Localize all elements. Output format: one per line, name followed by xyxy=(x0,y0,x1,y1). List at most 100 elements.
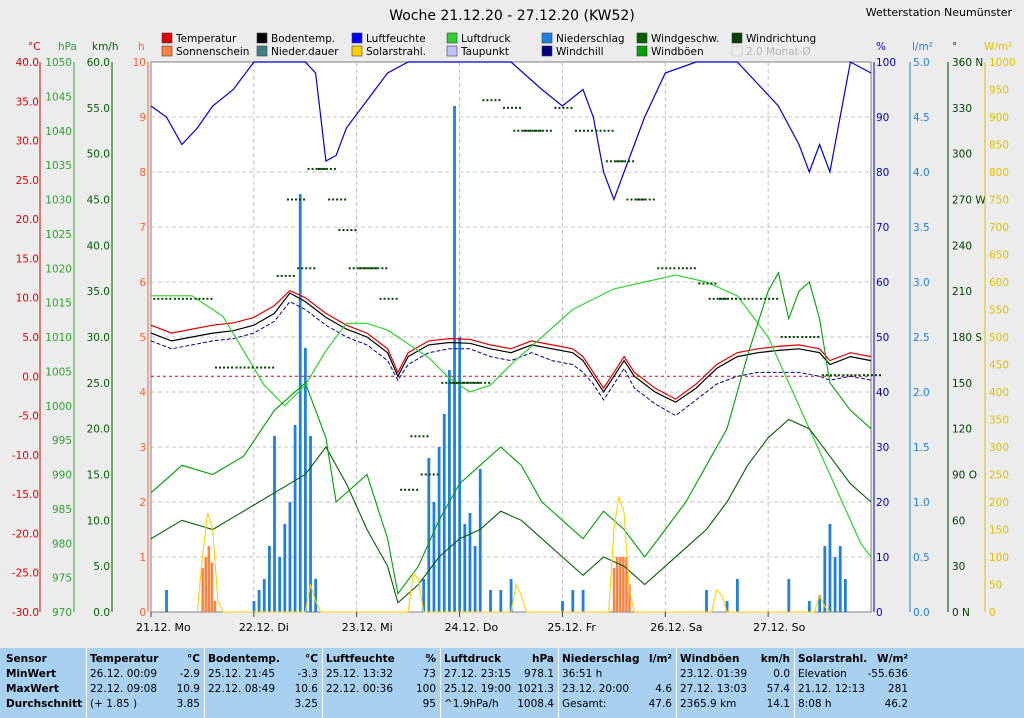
wind-direction-dot xyxy=(558,106,561,109)
wind-direction-dot xyxy=(648,198,651,201)
stats-separator xyxy=(558,648,559,718)
wind-direction-dot xyxy=(525,129,528,132)
y-tick-label: 25.0 xyxy=(16,175,39,187)
wind-direction-dot xyxy=(395,297,398,300)
stats-separator xyxy=(440,648,441,718)
stats-separator xyxy=(86,648,87,718)
wind-direction-dot xyxy=(260,366,263,369)
wind-direction-dot xyxy=(317,167,320,170)
y-tick-label: 970 xyxy=(52,607,72,619)
wind-direction-dot xyxy=(626,198,629,201)
wind-direction-dot xyxy=(350,229,353,232)
wind-direction-dot xyxy=(595,129,598,132)
precipitation-bar xyxy=(833,557,837,612)
wind-direction-dot xyxy=(348,267,351,270)
wind-direction-dot xyxy=(677,267,680,270)
y-tick-label: 300 xyxy=(989,442,1009,454)
wind-direction-dot xyxy=(449,381,452,384)
stats-row: 36:51 h xyxy=(562,667,672,682)
wind-direction-dot xyxy=(566,106,569,109)
legend-label: Solarstrahl. xyxy=(366,46,426,58)
sunshine-bar xyxy=(204,557,208,612)
wind-direction-dot xyxy=(383,297,386,300)
wind-direction-dot xyxy=(432,473,435,476)
legend-swatch xyxy=(256,32,268,44)
stats-header: Windböen km/h xyxy=(680,652,790,667)
wind-direction-dot xyxy=(636,198,639,201)
wind-direction-dot xyxy=(605,160,608,163)
x-tick-label: 25.12. Fr xyxy=(547,621,596,634)
stats-row: 23.12. 01:39 0.0 xyxy=(680,667,790,682)
precipitation-bar xyxy=(463,524,467,612)
wind-direction-dot xyxy=(833,374,836,377)
wind-direction-dot xyxy=(829,374,832,377)
wind-direction-dot xyxy=(858,374,861,377)
wind-direction-dot xyxy=(416,488,419,491)
wind-direction-dot xyxy=(459,381,462,384)
sunshine-bar xyxy=(625,557,628,612)
legend-label: 2.0 Monat-Ø xyxy=(746,46,811,58)
y-tick-label: 15.0 xyxy=(87,470,110,482)
stats-value: 281 xyxy=(887,683,908,695)
wind-direction-dot xyxy=(735,297,737,300)
wind-direction-dot xyxy=(521,129,524,132)
stats-label: Durchschnitt xyxy=(6,698,83,710)
wind-direction-dot xyxy=(616,160,619,163)
wind-direction-dot xyxy=(377,267,380,270)
wind-direction-dot xyxy=(297,267,300,270)
sunshine-bar xyxy=(207,546,211,612)
stats-unit: km/h xyxy=(760,653,790,665)
wind-direction-dot xyxy=(494,99,497,102)
stats-header: Niederschlag l/m² xyxy=(562,652,672,667)
legend-item: Windböen xyxy=(636,45,704,58)
y-tick-label: 360 N xyxy=(952,57,983,69)
y-tick-label: 40 xyxy=(876,387,889,399)
y-tick-label: 1.5 xyxy=(913,442,930,454)
wind-direction-dot xyxy=(698,282,701,285)
stats-column: Temperatur °C 26.12. 00:09 -2.9 22.12. 09:08… xyxy=(90,652,200,712)
precipitation-bar xyxy=(735,579,739,612)
y-tick-label: 700 xyxy=(989,222,1009,234)
wind-direction-dot xyxy=(669,267,672,270)
wind-direction-dot xyxy=(515,106,517,109)
y-tick-label: 4 xyxy=(139,387,146,399)
wind-direction-dot xyxy=(681,267,684,270)
legend-item: Niederschlag xyxy=(541,32,625,45)
stats-row: 8:08 h 46.2 xyxy=(798,697,908,712)
wind-direction-dot xyxy=(356,267,359,270)
y-tick-label: 1015 xyxy=(45,298,72,310)
wind-direction-dot xyxy=(247,366,250,369)
wind-direction-dot xyxy=(591,129,593,132)
wind-direction-dot xyxy=(441,381,444,384)
y-tick-label: 45.0 xyxy=(87,195,110,207)
legend-label: Windchill xyxy=(556,46,604,58)
series-lines xyxy=(150,61,872,613)
wind-direction-dot xyxy=(424,473,427,476)
chart-title: Woche 21.12.20 - 27.12.20 (KW52) xyxy=(389,8,635,24)
y-tick-label: 400 xyxy=(989,387,1009,399)
stats-label: (+ 1.85 ) xyxy=(90,698,138,710)
wind-direction-dot xyxy=(731,297,733,300)
stats-value: 10.6 xyxy=(294,683,318,695)
y-tick-label: 35.0 xyxy=(16,96,39,108)
wind-direction-dot xyxy=(426,435,429,438)
wind-direction-dot xyxy=(476,381,479,384)
stats-title: Sensor xyxy=(6,653,47,665)
y-tick-label: 3 xyxy=(139,442,146,454)
wind-direction-dot xyxy=(309,267,312,270)
stats-row: 27.12. 13:03 57.4 xyxy=(680,682,790,697)
stats-value: 73 xyxy=(422,668,436,680)
wind-direction-dot xyxy=(796,336,799,338)
y-axis-sunshine: h 0 1 2 3 4 5 6 7 8 9 10 xyxy=(133,41,149,619)
stats-title: Luftdruck xyxy=(444,653,502,665)
y-tick-label: 250 xyxy=(989,470,1009,482)
stats-label: 23.12. 20:00 xyxy=(562,683,629,695)
y-tick-label: 150 xyxy=(989,525,1009,537)
wind-direction-dot xyxy=(545,129,548,132)
wind-direction-dot xyxy=(587,129,589,132)
legend-swatch xyxy=(351,32,363,44)
bars xyxy=(165,106,847,612)
wind-direction-dot xyxy=(772,297,775,300)
y-tick-label: 990 xyxy=(52,470,72,482)
stats-row: 25.12. 19:00 1021.3 xyxy=(444,682,554,697)
